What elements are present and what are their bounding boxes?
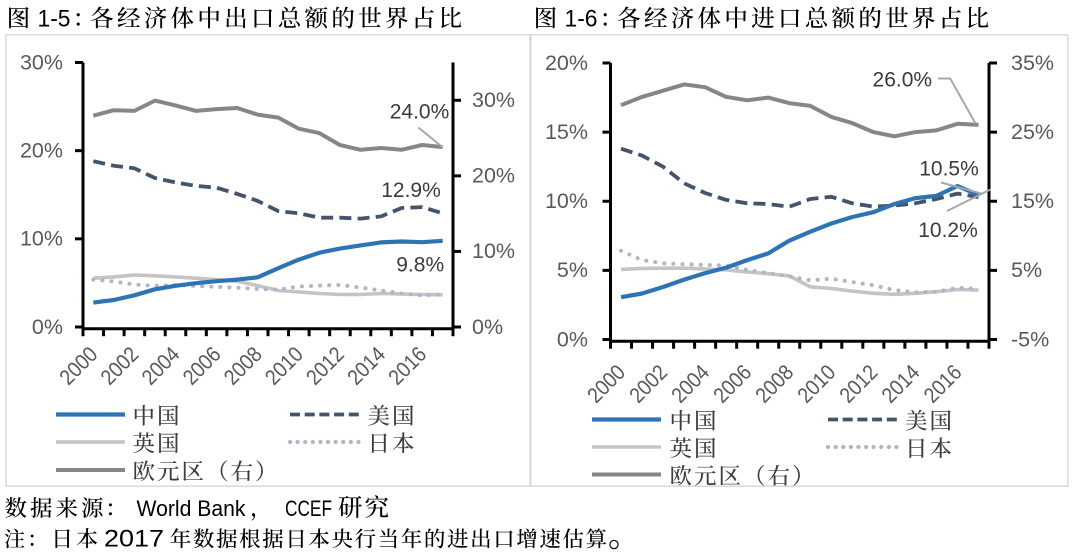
svg-text:0%: 0% (557, 327, 588, 351)
svg-text:15%: 15% (545, 120, 588, 144)
svg-text:2006: 2006 (178, 342, 226, 390)
svg-text:35%: 35% (1011, 51, 1054, 75)
svg-text:30%: 30% (472, 88, 515, 112)
svg-text:2004: 2004 (136, 342, 184, 390)
svg-text:24.0%: 24.0% (390, 101, 450, 124)
svg-text:9.8%: 9.8% (396, 253, 444, 276)
svg-text:CCEF: CCEF (285, 496, 332, 521)
svg-text:2008: 2008 (219, 342, 267, 390)
svg-text:2016: 2016 (383, 342, 431, 390)
svg-text:2000: 2000 (54, 342, 102, 390)
svg-text:2014: 2014 (342, 342, 390, 390)
svg-text:2004: 2004 (666, 360, 714, 408)
svg-text:15%: 15% (1011, 189, 1054, 213)
svg-text:1-5: 1-5 (38, 6, 71, 33)
svg-text:2002: 2002 (624, 360, 672, 408)
svg-text:2010: 2010 (792, 360, 840, 408)
svg-text:10%: 10% (20, 227, 63, 251)
svg-text:5%: 5% (557, 258, 588, 282)
svg-text:2012: 2012 (834, 360, 882, 408)
svg-text:World Bank: World Bank (137, 496, 247, 521)
svg-text:2016: 2016 (918, 360, 966, 408)
svg-text:10%: 10% (472, 239, 515, 263)
svg-text:0%: 0% (32, 315, 63, 339)
svg-text:2008: 2008 (750, 360, 798, 408)
svg-text:2002: 2002 (95, 342, 143, 390)
svg-text:1-6: 1-6 (565, 6, 598, 33)
svg-text:30%: 30% (20, 50, 63, 74)
svg-text:20%: 20% (20, 139, 63, 163)
svg-text:25%: 25% (1011, 120, 1054, 144)
svg-text:10.5%: 10.5% (919, 157, 979, 180)
svg-text:10.2%: 10.2% (918, 219, 978, 242)
svg-text:2010: 2010 (260, 342, 308, 390)
svg-text:2012: 2012 (301, 342, 349, 390)
svg-text:0%: 0% (472, 315, 503, 339)
svg-text:2006: 2006 (708, 360, 756, 408)
svg-text:10%: 10% (545, 189, 588, 213)
svg-text:2014: 2014 (876, 360, 924, 408)
svg-text:12.9%: 12.9% (381, 179, 441, 202)
svg-text:-5%: -5% (1011, 327, 1049, 351)
svg-text:2000: 2000 (582, 360, 630, 408)
svg-text:5%: 5% (1011, 258, 1042, 282)
svg-text:20%: 20% (545, 51, 588, 75)
svg-text:26.0%: 26.0% (873, 69, 933, 92)
svg-text:20%: 20% (472, 164, 515, 188)
svg-text:2017: 2017 (104, 526, 164, 553)
